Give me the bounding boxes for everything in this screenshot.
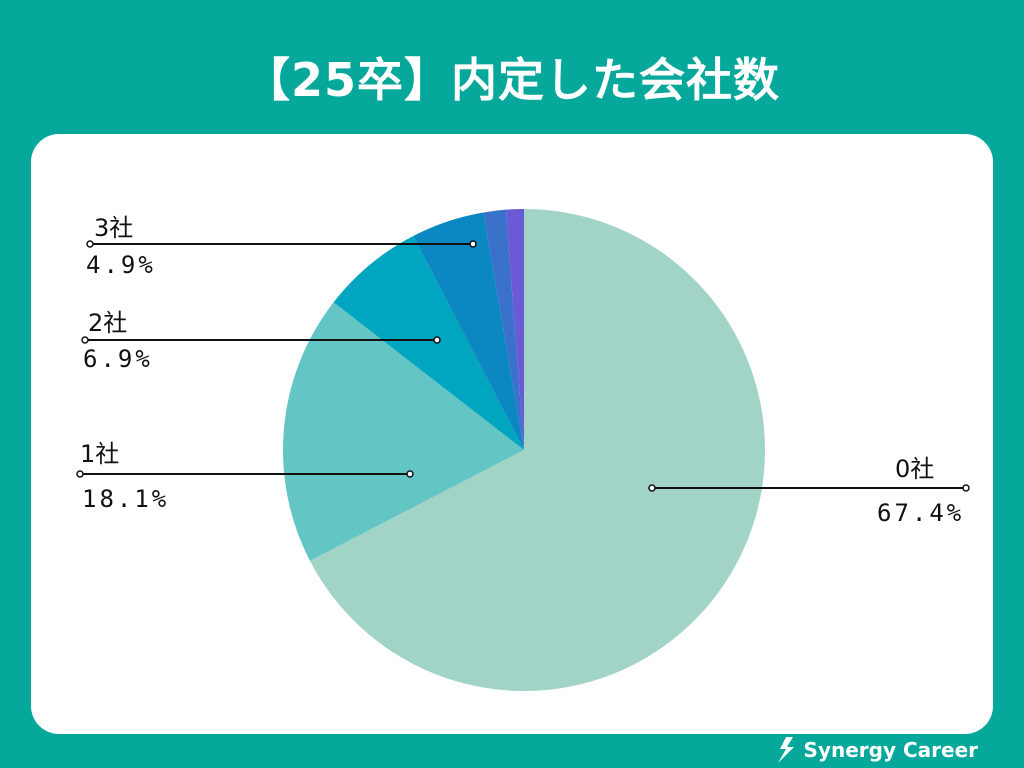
slice-value-3: 4.9%	[86, 251, 156, 279]
pie-slices	[283, 209, 766, 691]
pie-slice-0	[309, 209, 766, 691]
leader-dot-3-0	[469, 240, 477, 248]
slice-label-2: 2社	[88, 309, 127, 337]
leader-dot-2-0	[433, 336, 441, 344]
brand-logo: Synergy Career	[776, 737, 978, 763]
pie-leader-lines	[76, 240, 970, 492]
pie-slice-4	[483, 209, 524, 450]
synergy-career-logo-icon	[777, 737, 794, 763]
leader-dot-1-1	[76, 470, 84, 478]
slice-value-1: 18.1%	[82, 485, 169, 513]
slice-label-3: 3社	[94, 214, 133, 242]
leader-dot-0-1	[962, 484, 970, 492]
leader-dot-2-1	[81, 336, 89, 344]
leader-dot-1-0	[406, 470, 414, 478]
slice-label-1: 1社	[80, 440, 119, 468]
chart-title: 【25卒】内定した会社数	[243, 53, 780, 107]
brand-name: Synergy Career	[803, 738, 978, 762]
slice-value-2: 6.9%	[83, 345, 153, 373]
slice-value-0: 67.4%	[877, 499, 964, 527]
slice-label-0: 0社	[895, 455, 934, 483]
pie-slice-5	[505, 209, 524, 450]
pie-slice-2	[333, 235, 524, 450]
pie-slice-1	[283, 302, 524, 561]
leader-dot-0-0	[648, 484, 656, 492]
leader-dot-3-1	[86, 240, 94, 248]
pie-slice-3	[413, 212, 524, 450]
